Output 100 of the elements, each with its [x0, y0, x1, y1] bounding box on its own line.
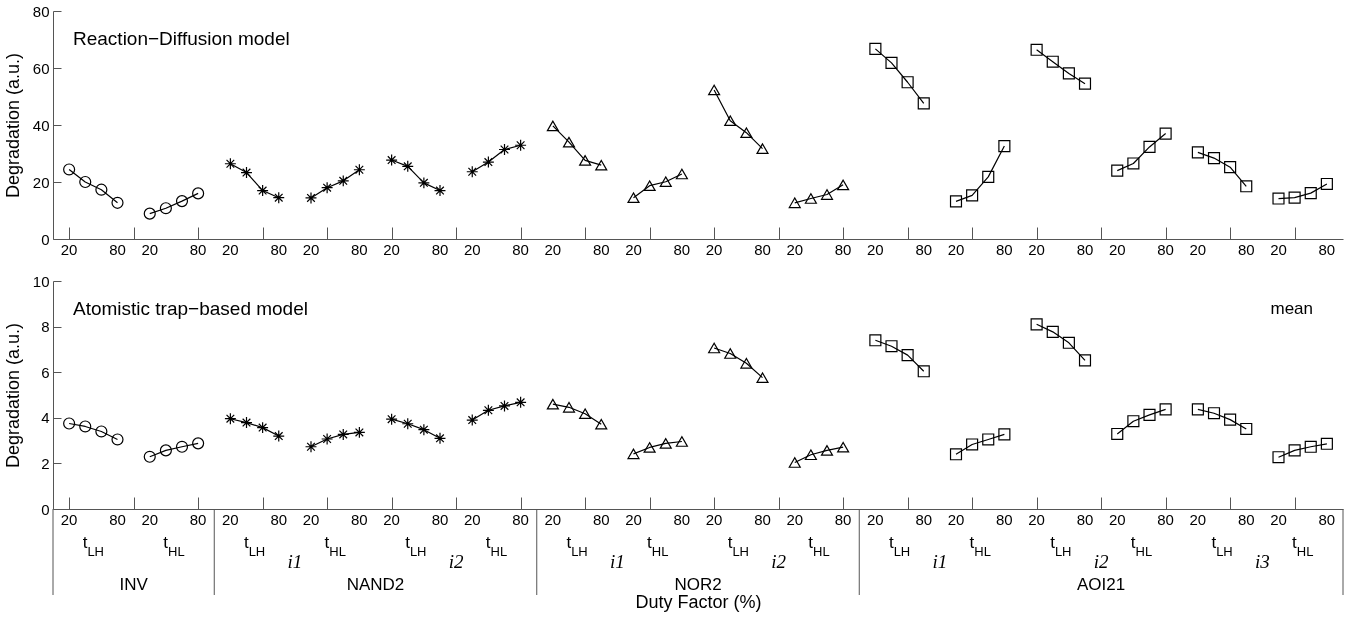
text: i2 [448, 551, 465, 572]
y-tick-label: 80 [32, 2, 50, 20]
point [111, 196, 124, 209]
text: i1 [932, 551, 948, 572]
point [1127, 415, 1140, 428]
point [63, 163, 76, 176]
point [595, 418, 608, 430]
point [353, 426, 366, 439]
point [982, 170, 995, 183]
point [901, 349, 914, 362]
x-tick-label: 80 [512, 511, 529, 528]
text: t$_{LH}$ [888, 533, 911, 559]
point [1078, 354, 1092, 367]
point [885, 56, 898, 69]
x-tick-label: 80 [996, 511, 1013, 528]
point [175, 440, 189, 453]
point [595, 159, 608, 171]
text: t$_{HL}$ [163, 533, 185, 559]
x-tick-label: 20 [625, 511, 642, 528]
x-tick-label: 20 [1189, 241, 1207, 258]
point [724, 348, 737, 359]
point [917, 97, 930, 110]
point [498, 399, 511, 413]
x-tick-label: 80 [1157, 511, 1174, 528]
x-tick-label: 80 [431, 511, 449, 528]
x-tick-label: 80 [754, 511, 771, 528]
text: t$_{HL}$ [1130, 533, 1153, 559]
y-tick-label: 60 [32, 59, 50, 77]
point [901, 76, 914, 89]
point [417, 423, 430, 436]
y-tick-label: 10 [32, 272, 50, 290]
x-tick-label: 80 [996, 241, 1013, 258]
point [1288, 444, 1301, 457]
y-axis-title: Degradation (a.u.) [2, 322, 23, 469]
text: t$_{LH}$ [405, 533, 427, 559]
x-tick-label: 20 [1028, 241, 1045, 258]
x-tick-label: 80 [915, 511, 933, 528]
point [192, 437, 205, 450]
point [321, 181, 334, 194]
point [1191, 146, 1204, 159]
point [982, 433, 995, 446]
point [482, 404, 495, 417]
point [433, 432, 447, 445]
x-tick-label: 20 [383, 241, 400, 258]
point [1191, 403, 1204, 416]
point [966, 189, 979, 202]
point [1143, 140, 1156, 154]
point [1159, 127, 1172, 140]
point [643, 180, 656, 192]
point [917, 365, 930, 378]
point [385, 413, 398, 426]
x-tick-label: 20 [786, 241, 804, 258]
text: t$_{HL}$ [808, 533, 830, 559]
x-tick-label: 80 [1237, 241, 1255, 258]
point [79, 175, 92, 189]
point [466, 414, 479, 427]
x-tick-label: 20 [60, 511, 78, 528]
x-tick-label: 20 [463, 241, 481, 258]
x-tick-label: 80 [1318, 241, 1336, 258]
x-tick-label: 20 [60, 241, 78, 258]
point [675, 168, 688, 180]
point [998, 428, 1011, 441]
x-tick-label: 80 [915, 241, 933, 258]
x-tick-label: 20 [867, 511, 884, 528]
point [240, 416, 253, 429]
y-axis-title: Degradation (a.u.) [2, 52, 23, 199]
point [1127, 157, 1140, 170]
x-tick-label: 20 [463, 511, 481, 528]
point [385, 153, 398, 167]
point [627, 192, 640, 204]
point [788, 457, 801, 468]
x-tick-label: 20 [302, 511, 320, 528]
point [482, 155, 495, 169]
point [63, 417, 76, 430]
point [1304, 187, 1317, 200]
x-tick-label: 80 [351, 511, 368, 528]
point [1207, 407, 1221, 420]
point [272, 429, 285, 443]
point [417, 176, 430, 189]
point [401, 417, 414, 430]
point [1111, 427, 1124, 441]
text: i2 [1093, 551, 1110, 572]
x-tick-label: 80 [834, 511, 852, 528]
point [1224, 413, 1237, 426]
point [708, 84, 721, 96]
point [1030, 43, 1043, 56]
point [627, 448, 640, 460]
text: t$_{LH}$ [243, 533, 266, 559]
x-tick-label: 80 [109, 241, 126, 258]
point [675, 436, 688, 447]
x-tick-label: 20 [1189, 511, 1207, 528]
x-tick-label: 80 [351, 241, 368, 258]
x-tick-label: 20 [1108, 241, 1126, 258]
point [579, 155, 592, 166]
point [1046, 325, 1059, 338]
text: i1 [287, 551, 303, 572]
text: t$_{LH}$ [1211, 533, 1233, 559]
y-tick-label: 2 [41, 454, 50, 472]
point [1062, 67, 1075, 80]
x-tick-label: 80 [1157, 241, 1174, 258]
